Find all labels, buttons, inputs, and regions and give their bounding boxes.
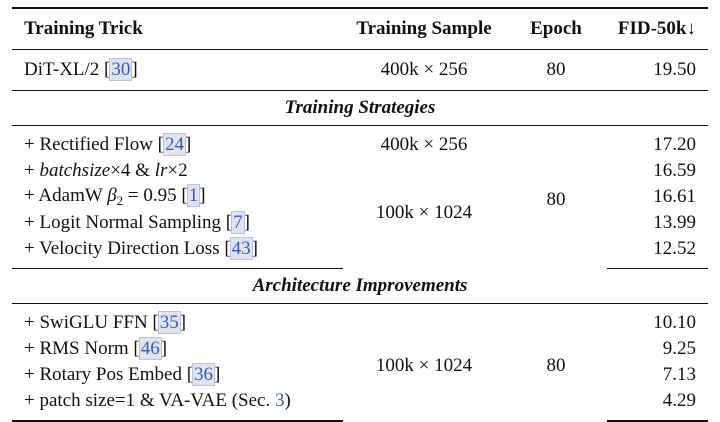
baseline-row: DiT-XL/2 [30] 400k × 256 80 19.50	[12, 49, 708, 91]
sample-cell: 400k × 256	[380, 134, 468, 155]
trick-text: + SwiGLU FFN [	[24, 312, 159, 333]
fid-cell: 16.59	[653, 160, 696, 181]
fid-cell: 9.25	[662, 338, 696, 359]
trick-cell: + Logit Normal Sampling [7]	[12, 210, 343, 236]
column-header: Training Sample	[356, 18, 492, 39]
trick-cell: + batchsize×4 & lr×2	[12, 158, 343, 184]
data-row: + RMS Norm [46] 9.25	[12, 336, 708, 362]
fid-cell: 17.20	[653, 134, 696, 155]
trick-text: ]	[131, 59, 138, 80]
epoch-cell: 80	[546, 189, 566, 211]
trick-text: β	[107, 185, 117, 206]
citation: 36	[192, 363, 216, 386]
data-row: + Rectified Flow [24] 400k × 256 80 17.20	[12, 126, 708, 210]
trick-text: ]	[243, 212, 250, 233]
trick-text: ]	[160, 338, 168, 359]
trick-cell: + patch size=1 & VA-VAE (Sec. 3)	[12, 388, 343, 422]
trick-text: )	[284, 390, 291, 411]
fid-cell: 12.52	[607, 236, 708, 269]
sample-cell: 100k × 1024	[375, 354, 473, 376]
results-table: Training Trick Training Sample Epoch FID-50…	[12, 7, 708, 422]
fid-cell: 19.50	[607, 49, 708, 91]
section-title-row: Training Strategies	[12, 90, 708, 126]
citation: 43	[229, 237, 253, 260]
citation: 35	[157, 311, 181, 334]
trick-text: + Rectified Flow [	[24, 134, 164, 155]
trick-text: + AdamW	[24, 185, 108, 206]
trick-text: 2	[116, 193, 124, 208]
section-title: Architecture Improvements	[12, 268, 708, 304]
column-header: Training Trick	[24, 18, 143, 39]
section-title-row: Architecture Improvements	[12, 268, 708, 304]
trick-text: ]	[199, 185, 206, 206]
sample-cell: 100k × 1024	[375, 202, 473, 224]
citation: 30	[109, 58, 133, 81]
trick-text: ]	[185, 134, 192, 155]
fid-cell: 7.13	[662, 364, 696, 385]
fid-cell: 13.99	[653, 212, 696, 233]
trick-cell: + Rectified Flow [24]	[12, 126, 343, 159]
trick-cell: DiT-XL/2 [30]	[12, 49, 343, 91]
trick-cell: + RMS Norm [46]	[12, 336, 343, 362]
fid-cell: 16.61	[653, 186, 696, 207]
column-header: FID-50k↓	[617, 18, 696, 39]
data-row: + Rotary Pos Embed [36] 7.13	[12, 362, 708, 388]
trick-text: ×4 &	[110, 160, 155, 181]
header-row: Training Trick Training Sample Epoch FID-50…	[12, 8, 708, 50]
trick-text: + RMS Norm [	[24, 338, 140, 359]
trick-cell: + Velocity Direction Loss [43]	[12, 236, 343, 269]
data-row: + batchsize×4 & lr×2 100k × 1024 16.59	[12, 158, 708, 223]
data-row: + SwiGLU FFN [35] 100k × 1024 80 10.10	[12, 304, 708, 376]
trick-cell: + AdamW β2 = 0.95 [1]	[12, 184, 343, 210]
fid-cell: 10.10	[653, 312, 696, 333]
trick-text: + Logit Normal Sampling [	[24, 212, 233, 233]
epoch-cell: 80	[546, 354, 566, 376]
trick-text: batchsize	[39, 160, 111, 181]
data-row: + AdamW β2 = 0.95 [1] 16.61	[12, 184, 708, 210]
trick-cell: + Rotary Pos Embed [36]	[12, 362, 343, 388]
epoch-cell: 80	[505, 49, 607, 91]
fid-cell: 4.29	[607, 388, 708, 422]
trick-text: = 0.95 [	[123, 185, 188, 206]
data-row: + Velocity Direction Loss [43] 12.52	[12, 236, 708, 269]
trick-text: ]	[251, 238, 258, 259]
trick-text: + Velocity Direction Loss [	[24, 238, 231, 259]
trick-text: ×2	[167, 160, 188, 181]
data-row: + Logit Normal Sampling [7] 13.99	[12, 210, 708, 236]
sample-cell: 400k × 256	[343, 49, 505, 91]
trick-cell: + SwiGLU FFN [35]	[12, 304, 343, 337]
trick-text: ]	[179, 312, 187, 333]
trick-text: + Rotary Pos Embed [	[24, 364, 194, 385]
trick-text: +	[24, 160, 40, 181]
citation: 1	[186, 184, 201, 207]
trick-text: + patch size=1 & VA-VAE (Sec.	[24, 390, 275, 411]
citation: 24	[163, 133, 186, 156]
citation: 46	[138, 337, 162, 360]
trick-text: DiT-XL/2 [	[24, 59, 111, 80]
column-header: Epoch	[530, 18, 582, 39]
citation: 7	[231, 211, 245, 234]
trick-text: ]	[214, 364, 221, 385]
section-title: Training Strategies	[12, 90, 708, 126]
trick-text: 3	[274, 390, 285, 411]
trick-text: lr	[154, 160, 168, 181]
